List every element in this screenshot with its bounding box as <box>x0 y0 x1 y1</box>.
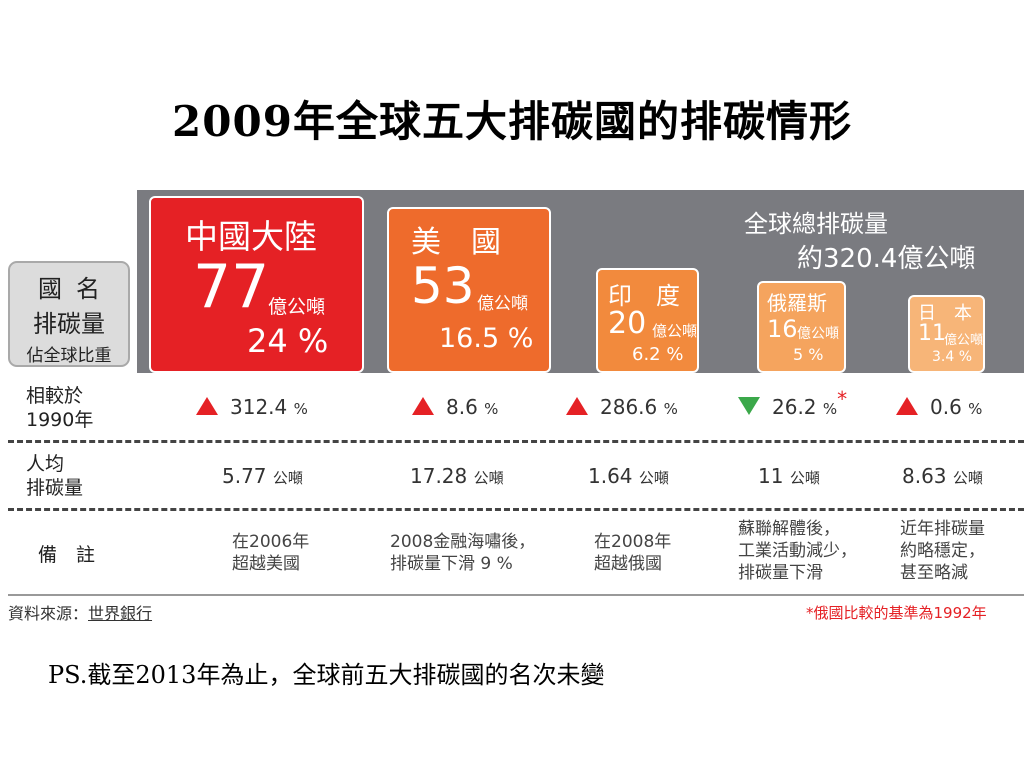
country-emission-unit: 億公噸 <box>797 326 839 342</box>
country-name: 日 本 <box>918 303 972 324</box>
note-cell-india: 在2008年 超越俄國 <box>594 532 672 574</box>
country-emission-unit: 億公噸 <box>477 294 528 314</box>
country-card-japan: 日 本 11 億公噸 3.4 % <box>908 295 985 373</box>
country-emission-unit: 億公噸 <box>652 322 698 340</box>
increase-arrow-icon <box>196 397 218 415</box>
per-capita-cell-japan: 8.63 公噸 <box>902 464 983 488</box>
decrease-arrow-icon <box>738 397 760 415</box>
compare-cell-india: 286.6 % <box>566 395 678 419</box>
table-bottom-rule <box>8 594 1024 596</box>
note-cell-china: 在2006年 超越美國 <box>232 532 310 574</box>
source-note: 資料來源：世界銀行 <box>8 604 153 623</box>
source-name: 世界銀行 <box>88 604 153 623</box>
country-card-india: 印 度 20 億公噸 6.2 % <box>596 268 699 373</box>
per-capita-cell-usa: 17.28 公噸 <box>410 464 504 488</box>
note-cell-usa: 2008金融海嘯後， 排碳量下滑 9 % <box>390 532 536 574</box>
country-name: 美 國 <box>411 225 501 260</box>
legend-country-label: 國名 <box>38 275 114 303</box>
row-label-compare: 相較於 1990年 <box>26 385 94 431</box>
country-emission-unit: 億公噸 <box>268 296 326 318</box>
note-cell-russia: 蘇聯解體後， 工業活動減少， 排碳量下滑 <box>738 519 857 583</box>
legend-box: 國名 排碳量 佔全球比重 <box>8 261 130 367</box>
global-total-line1: 全球總排碳量 <box>744 210 888 238</box>
country-name: 印 度 <box>608 282 680 310</box>
per-capita-cell-china: 5.77 公噸 <box>222 464 303 488</box>
per-capita-cell-india: 1.64 公噸 <box>588 464 669 488</box>
country-emission-value: 20 <box>608 306 647 341</box>
country-card-china: 中國大陸 77 億公噸 24 % <box>149 196 364 373</box>
row-divider <box>8 508 1024 511</box>
country-emission-value: 11 <box>918 321 946 346</box>
legend-share-label: 佔全球比重 <box>26 346 112 366</box>
per-capita-cell-russia: 11 公噸 <box>758 464 820 488</box>
global-total-line2: 約320.4億公噸 <box>797 244 976 274</box>
country-emission-value: 53 <box>411 257 475 315</box>
postscript-note: PS.截至2013年為止，全球前五大排碳國的名次未變 <box>48 661 605 689</box>
country-share: 16.5 % <box>439 323 534 354</box>
row-divider <box>8 440 1024 443</box>
footnote-star: * <box>837 387 848 411</box>
country-share: 6.2 % <box>632 344 684 365</box>
page-title: 2009年全球五大排碳國的排碳情形 <box>172 97 852 146</box>
country-share: 24 % <box>247 322 329 360</box>
country-emission-unit: 億公噸 <box>944 333 984 348</box>
row-label-notes: 備 註 <box>38 544 96 566</box>
compare-cell-russia: 26.2 %* <box>738 387 847 419</box>
compare-cell-japan: 0.6 % <box>896 395 982 419</box>
note-cell-japan: 近年排碳量 約略穩定， 甚至略減 <box>900 519 985 583</box>
row-label-per-capita: 人均 排碳量 <box>26 453 84 499</box>
country-card-russia: 俄羅斯 16 億公噸 5 % <box>757 281 846 373</box>
increase-arrow-icon <box>896 397 918 415</box>
country-card-usa: 美 國 53 億公噸 16.5 % <box>387 207 551 373</box>
country-name: 俄羅斯 <box>767 291 827 315</box>
legend-emission-label: 排碳量 <box>33 310 105 338</box>
increase-arrow-icon <box>412 397 434 415</box>
country-share: 3.4 % <box>932 349 973 365</box>
footnote: *俄國比較的基準為1992年 <box>806 604 987 622</box>
country-name: 中國大陸 <box>185 217 317 256</box>
increase-arrow-icon <box>566 397 588 415</box>
compare-cell-usa: 8.6 % <box>412 395 498 419</box>
country-share: 5 % <box>793 345 824 364</box>
country-emission-value: 16 <box>767 315 798 343</box>
compare-cell-china: 312.4 % <box>196 395 308 419</box>
country-emission-value: 77 <box>193 252 270 322</box>
